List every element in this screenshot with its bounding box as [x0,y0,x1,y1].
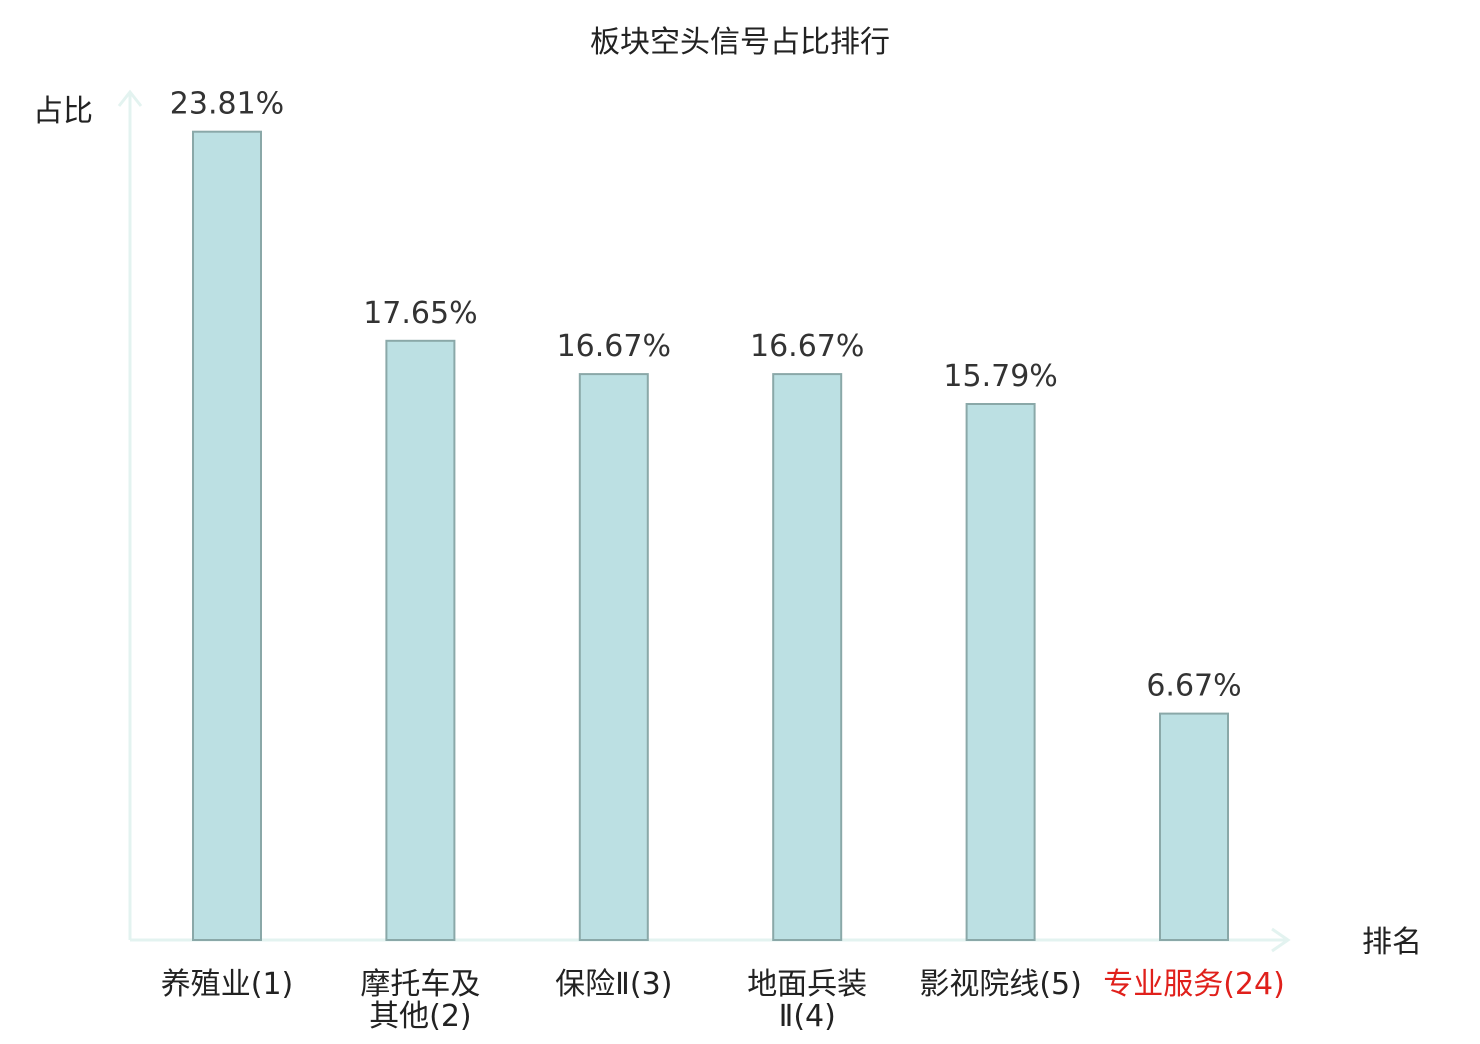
bars-group [192,130,1229,942]
bar-value-label-4: 16.67% [750,329,864,364]
x-axis-label: 排名 [1362,925,1422,960]
bar-value-label-5: 15.79% [943,359,1057,394]
category-label-3-line-1: 保险Ⅱ(3) [555,967,672,1002]
category-label-5-line-1: 影视院线(5) [919,967,1082,1002]
bar-3 [578,373,649,942]
category-label-2-line-2: 其他(2) [369,999,472,1034]
bar-value-label-2: 17.65% [363,296,477,331]
bar-value-label-1: 23.81% [170,87,284,122]
bar-2 [385,339,456,941]
y-axis-label: 占比 [33,94,93,129]
category-label-6-line-1: 专业服务(24) [1103,967,1285,1002]
bar-6 [1159,712,1229,941]
bar-1 [192,130,262,941]
category-label-2: 摩托车及其他(2) [360,967,480,1034]
category-label-4: 地面兵装 Ⅱ(4) [747,967,867,1034]
category-label-6: 专业服务(24) [1103,967,1285,1002]
bar-value-label-6: 6.67% [1146,669,1241,704]
bar-4 [772,373,843,942]
category-label-1: 养殖业(1) [161,967,294,1002]
x-axis-arrow [1271,927,1291,953]
chart-title: 板块空头信号占比排行 [590,25,890,60]
category-labels-group: 养殖业(1) 摩托车及其他(2) 保险Ⅱ(3) 地面兵装 Ⅱ(4) 影视院线(5) 专业服务… [161,967,1285,1034]
bar-value-label-3: 16.67% [557,329,671,364]
value-labels-group: 23.81% 17.65% 16.67% 16.67% 15.79% 6.67% [170,87,1242,704]
y-axis: 占比 [33,89,143,940]
bar-5 [965,403,1036,941]
y-axis-arrow [117,89,143,107]
category-label-3: 保险Ⅱ(3) [555,967,672,1002]
x-axis: 排名 [130,925,1422,960]
category-label-2-line-1: 摩托车及 [360,967,480,1002]
category-label-5: 影视院线(5) [919,967,1082,1002]
category-label-4-line-1: 地面兵装 [747,967,867,1002]
category-label-1-line-1: 养殖业(1) [161,967,294,1002]
category-label-4-line-2: Ⅱ(4) [779,999,836,1034]
